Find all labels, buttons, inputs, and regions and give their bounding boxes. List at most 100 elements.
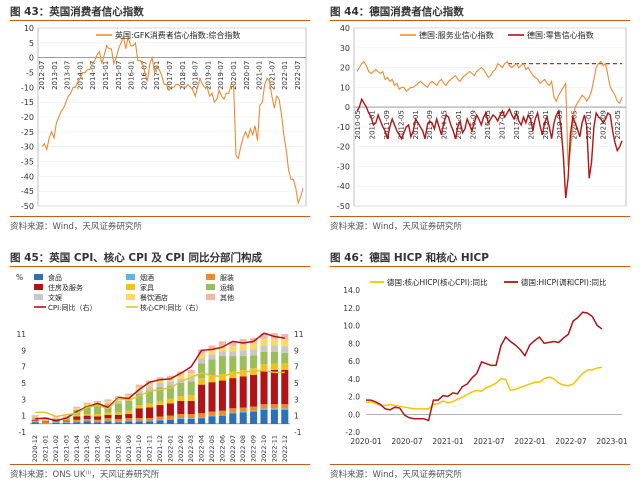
- fig45-bar-segment: [166, 385, 174, 399]
- fig45-bar-segment: [208, 359, 216, 376]
- fig43-y-tick-label: 10: [24, 24, 34, 33]
- fig45-bar-segment: [104, 414, 112, 419]
- fig45-bar-segment: [250, 349, 258, 356]
- fig45-bar-segment: [146, 421, 154, 424]
- fig44-x-tick-label: 2010-05: [354, 110, 362, 139]
- fig45-bar-segment: [239, 338, 247, 345]
- fig45-legend-label: 文娱: [48, 293, 62, 302]
- fig45-bar-segment: [135, 420, 143, 422]
- fig45-bar-segment: [125, 414, 133, 419]
- fig45-legend-label: 烟酒: [140, 273, 154, 282]
- fig45-bar-segment: [114, 412, 122, 415]
- fig45-x-tick-label: 2022-12: [281, 435, 289, 462]
- fig45-bar-segment: [156, 405, 164, 417]
- fig43-source: 资料来源：Wind，天风证券研究所: [10, 222, 142, 232]
- fig45-bar-segment: [146, 386, 154, 391]
- fig45-legend-label: 家具: [140, 283, 154, 292]
- fig45-y-unit: %: [16, 273, 23, 282]
- fig45-bar-segment: [208, 345, 216, 350]
- fig45-bar-segment: [31, 421, 39, 423]
- fig43-x-tick-label: 2021-01: [256, 61, 264, 90]
- fig43-x-tick-label: 2015-07: [115, 61, 123, 90]
- fig45-y-right-tick-label: 9: [294, 346, 299, 355]
- fig45-x-tick-label: 2022-10: [260, 435, 268, 462]
- fig45-bar-segment: [156, 416, 164, 420]
- fig45-bar-segment: [218, 351, 226, 357]
- fig45-bar-segment: [198, 413, 206, 418]
- fig45-bar-segment: [156, 387, 164, 401]
- fig45-bar-segment: [281, 346, 289, 353]
- fig43-legend-label: 英国:GFK消费者信心指数:综合指数: [115, 30, 240, 40]
- fig45-bar-segment: [218, 414, 226, 416]
- fig45-bar-segment: [135, 405, 143, 409]
- fig45-legend-label: CPI:同比（右）: [48, 303, 97, 312]
- fig45-bar-segment: [104, 418, 112, 421]
- fig43-x-tick-label: 2022-01: [281, 61, 289, 90]
- fig45-bar-segment: [104, 412, 112, 415]
- fig45-bar-segment: [229, 351, 237, 357]
- fig46-y-tick-label: 4.0: [348, 375, 360, 384]
- fig43-y-tick-label: -10: [21, 83, 34, 92]
- fig45-bar-segment: [166, 381, 174, 386]
- fig45-top-rule: [10, 266, 310, 267]
- fig45-bar-segment: [73, 422, 81, 424]
- fig44-y-tick-label: -30: [337, 162, 350, 171]
- fig45-bar-segment: [73, 414, 81, 417]
- fig44-top-rule: [330, 20, 630, 21]
- fig45-bar-segment: [260, 370, 268, 405]
- fig43-y-tick-label: -15: [21, 98, 34, 107]
- fig45-bar-segment: [229, 346, 237, 352]
- fig45-bar-segment: [94, 400, 102, 403]
- fig45-bar-segment: [114, 422, 122, 424]
- fig45-bar-segment: [198, 418, 206, 424]
- fig46-x-tick-label: 2021-07: [473, 437, 505, 446]
- fig44-x-tick-label: 2021-01: [585, 110, 593, 139]
- fig45-bar-segment: [83, 421, 91, 424]
- fig45-bar-segment: [135, 384, 143, 388]
- fig45-bar-segment: [94, 414, 102, 417]
- fig46-core-hicp-line: [365, 366, 603, 410]
- fig45-bar-segment: [83, 418, 91, 421]
- fig45-x-tick-label: 2022-02: [177, 435, 185, 462]
- fig44-y-tick-label: 0: [345, 103, 350, 112]
- fig45-bar-segment: [281, 363, 289, 370]
- fig44-chart: 40 30 20 10 0 -10 -20 -30 -40 -50 2010-05 2011-01 20…: [337, 24, 627, 211]
- fig45-legend-swatch: [34, 294, 43, 300]
- fig45-legend-label: 餐饮酒店: [140, 293, 168, 302]
- fig45-bar-segment: [104, 421, 112, 424]
- fig45-x-tick-label: 2021-09: [125, 435, 133, 462]
- fig45-bar-segment: [73, 408, 81, 410]
- fig45-bar-segment: [239, 344, 247, 351]
- fig44-y-tick-label: 40: [340, 24, 350, 33]
- fig46-y-tick-label: 6.0: [348, 357, 360, 366]
- fig45-bar-segment: [83, 405, 91, 415]
- fig46-y-tick-label: 12.0: [343, 304, 360, 313]
- fig45-bar-segment: [218, 356, 226, 375]
- fig45-bar-segment: [135, 418, 143, 421]
- fig45-legend-swatch: [206, 274, 215, 280]
- fig45-bar-segment: [146, 390, 154, 404]
- fig45-bar-segment: [146, 407, 154, 419]
- fig45-bar-segment: [187, 377, 195, 382]
- fig45-y-right-tick-label: 3: [294, 395, 299, 404]
- fig45-bar-segment: [239, 356, 247, 370]
- fig45-x-tick-label: 2021-02: [52, 435, 60, 462]
- fig46-x-tick-label: 2020-01: [350, 437, 382, 446]
- fig45-bar-segment: [229, 378, 237, 409]
- fig46-x-tick-label: 2021-01: [432, 437, 464, 446]
- fig45-y-left-tick-label: 11: [16, 330, 26, 339]
- fig45-bar-segment: [270, 408, 278, 410]
- fig43-y-tick-label: -25: [21, 128, 34, 137]
- fig43-x-tick-label: 2021-07: [268, 61, 276, 90]
- fig45-chart: 11 9 7 5 3 1 -1 11 9 7 5 3 1 -1% 2020-12 2021-01 2021-02…: [16, 273, 304, 462]
- fig45-x-tick-label: 2022-06: [218, 435, 226, 462]
- fig45-x-tick-label: 2022-07: [229, 435, 237, 462]
- fig43-x-tick-label: 2019-01: [204, 61, 212, 90]
- fig45-bar-segment: [270, 345, 278, 352]
- fig44-y-tick-label: -20: [337, 143, 350, 152]
- fig45-bar-segment: [281, 409, 289, 424]
- fig43-y-tick-label: 0: [29, 54, 34, 63]
- fig45-bar-segment: [146, 420, 154, 422]
- fig45-bar-segment: [73, 406, 81, 409]
- fig45-bar-segment: [146, 403, 154, 408]
